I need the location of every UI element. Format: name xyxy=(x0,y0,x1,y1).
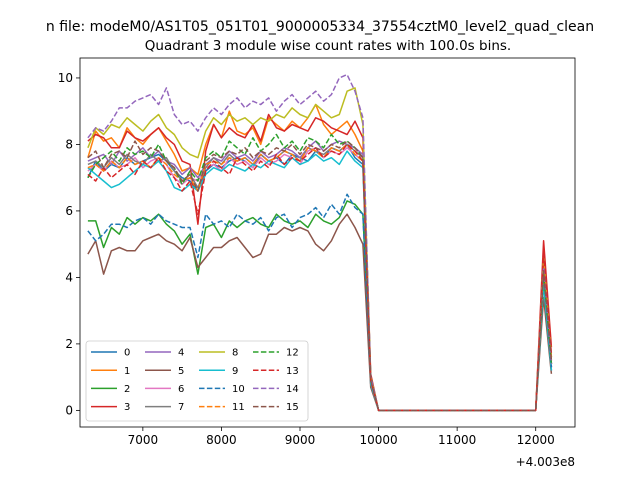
x-axis-offset-label: +4.003e8 xyxy=(516,455,575,469)
legend-label-5: 5 xyxy=(178,366,184,377)
series-line-3 xyxy=(87,113,553,412)
legend-box xyxy=(85,340,309,422)
figure-suptitle: n file: modeM0/AS1T05_051T01_9000005334_… xyxy=(46,19,594,35)
series-line-10 xyxy=(87,193,553,412)
y-tick-label: 0 xyxy=(65,404,73,418)
axes-frame xyxy=(79,57,576,428)
legend-label-3: 3 xyxy=(124,402,130,413)
legend-label-13: 13 xyxy=(286,366,299,377)
x-tick-label: 12000 xyxy=(517,433,555,447)
y-tick-label: 6 xyxy=(65,204,73,218)
series-line-11 xyxy=(87,143,553,412)
series-line-14 xyxy=(87,73,553,412)
series-line-13 xyxy=(87,143,553,412)
series-line-15 xyxy=(87,140,553,412)
series-line-1 xyxy=(87,103,553,412)
legend-label-4: 4 xyxy=(178,348,184,359)
legend-label-14: 14 xyxy=(286,384,299,395)
legend-label-6: 6 xyxy=(178,384,184,395)
y-tick-label: 10 xyxy=(58,71,73,85)
x-tick-label: 11000 xyxy=(438,433,476,447)
x-tick-label: 10000 xyxy=(359,433,397,447)
legend-label-9: 9 xyxy=(232,366,238,377)
legend-label-1: 1 xyxy=(124,366,130,377)
x-tick-label: 9000 xyxy=(285,433,316,447)
x-axis: 7000 8000 9000 10000 11000 12000 xyxy=(128,427,555,447)
legend-label-11: 11 xyxy=(232,402,245,413)
chart-title: Quadrant 3 module wise count rates with … xyxy=(145,38,511,54)
y-tick-label: 2 xyxy=(65,337,73,351)
legend-label-8: 8 xyxy=(232,348,238,359)
x-tick-label: 8000 xyxy=(206,433,237,447)
series-layer xyxy=(87,73,553,412)
y-tick-label: 4 xyxy=(65,271,73,285)
legend-label-12: 12 xyxy=(286,348,299,359)
x-tick-label: 7000 xyxy=(128,433,159,447)
legend-label-0: 0 xyxy=(124,348,130,359)
y-tick-label: 8 xyxy=(65,138,73,152)
series-line-8 xyxy=(87,87,553,412)
legend-label-15: 15 xyxy=(286,402,299,413)
legend-label-10: 10 xyxy=(232,384,245,395)
y-axis: 0 2 4 6 8 10 xyxy=(58,71,80,418)
series-line-5 xyxy=(87,213,553,412)
legend-label-2: 2 xyxy=(124,384,130,395)
legend-label-7: 7 xyxy=(178,402,184,413)
